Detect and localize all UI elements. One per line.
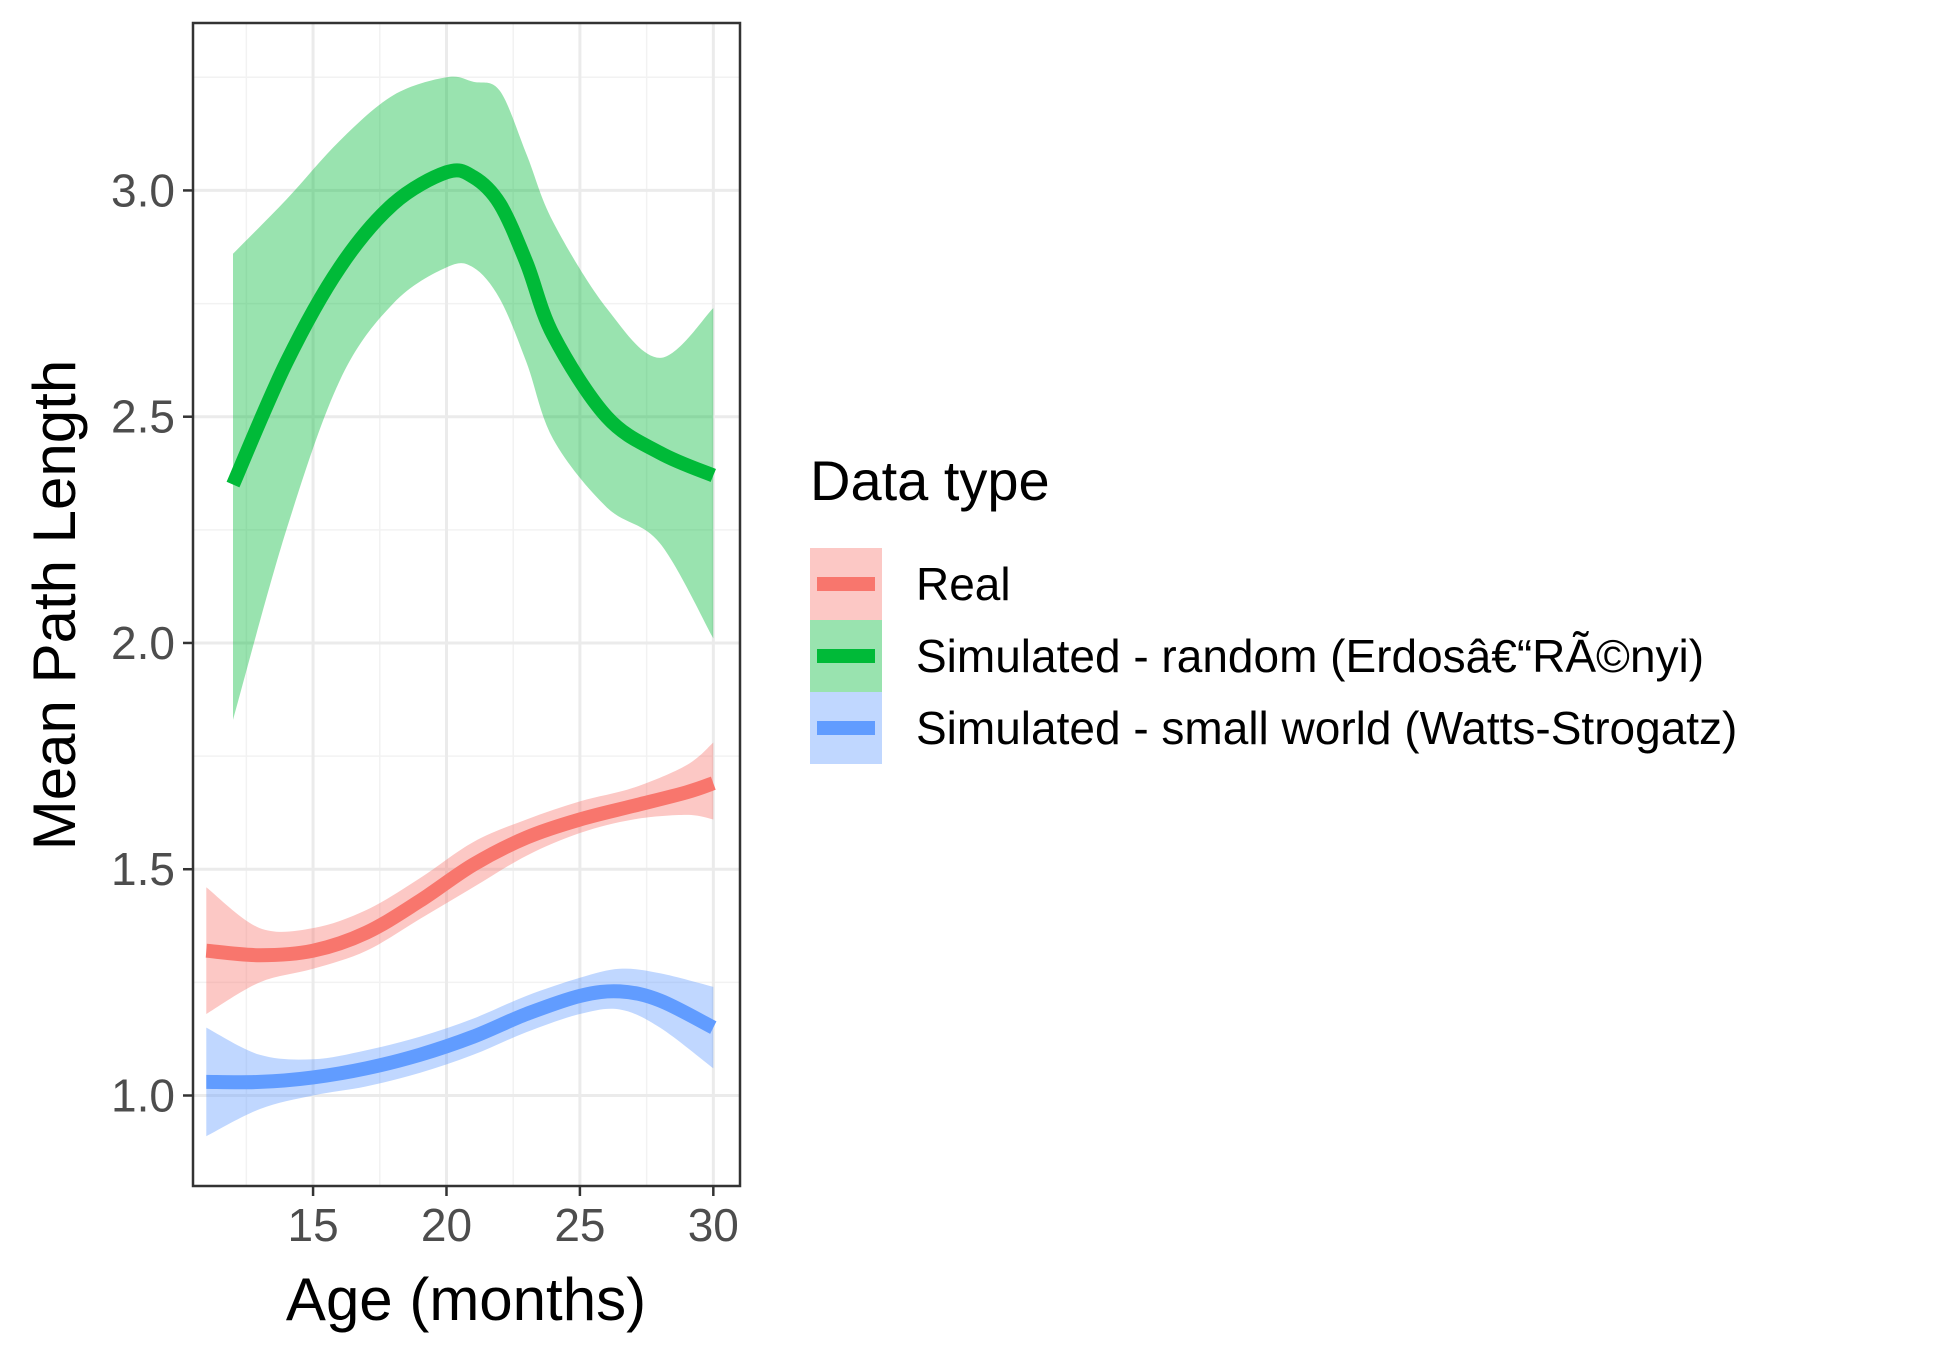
legend-label: Simulated - random (Erdosâ€“RÃ©nyi) bbox=[916, 630, 1704, 682]
y-axis-title: Mean Path Length bbox=[21, 360, 88, 850]
plot-panel-border bbox=[191, 21, 742, 1188]
axis-ticks: 15 20 25 30 1.0 1.5 2.0 2.5 3.0 bbox=[111, 164, 739, 1251]
line-simulated-small-world-watts-strogatz bbox=[206, 984, 717, 1090]
x-tick-label: 20 bbox=[421, 1199, 472, 1251]
x-tick-label: 30 bbox=[688, 1199, 739, 1251]
x-axis-title: Age (months) bbox=[286, 1266, 646, 1333]
y-tick-label: 3.0 bbox=[111, 164, 175, 216]
y-tick-label: 2.0 bbox=[111, 617, 175, 669]
series-lines bbox=[205, 163, 717, 1090]
x-tick-label: 15 bbox=[287, 1199, 338, 1251]
line-real bbox=[205, 776, 716, 963]
legend-label: Simulated - small world (Watts-Strogatz) bbox=[916, 702, 1737, 754]
legend: Data type Real Simulated - random (Erdosâ… bbox=[810, 449, 1737, 764]
legend-keys: Real Simulated - random (Erdosâ€“RÃ©nyi) S… bbox=[810, 548, 1737, 764]
y-tick-label: 1.5 bbox=[111, 843, 175, 895]
legend-title: Data type bbox=[810, 449, 1050, 512]
y-tick-label: 2.5 bbox=[111, 391, 175, 443]
y-tick-label: 1.0 bbox=[111, 1069, 175, 1121]
ribbon-simulated-small-world-watts-strogatz bbox=[206, 968, 714, 1137]
legend-label: Real bbox=[916, 558, 1011, 610]
x-tick-label: 25 bbox=[554, 1199, 605, 1251]
line-simulated-random-erdos-r-nyi bbox=[226, 163, 716, 488]
